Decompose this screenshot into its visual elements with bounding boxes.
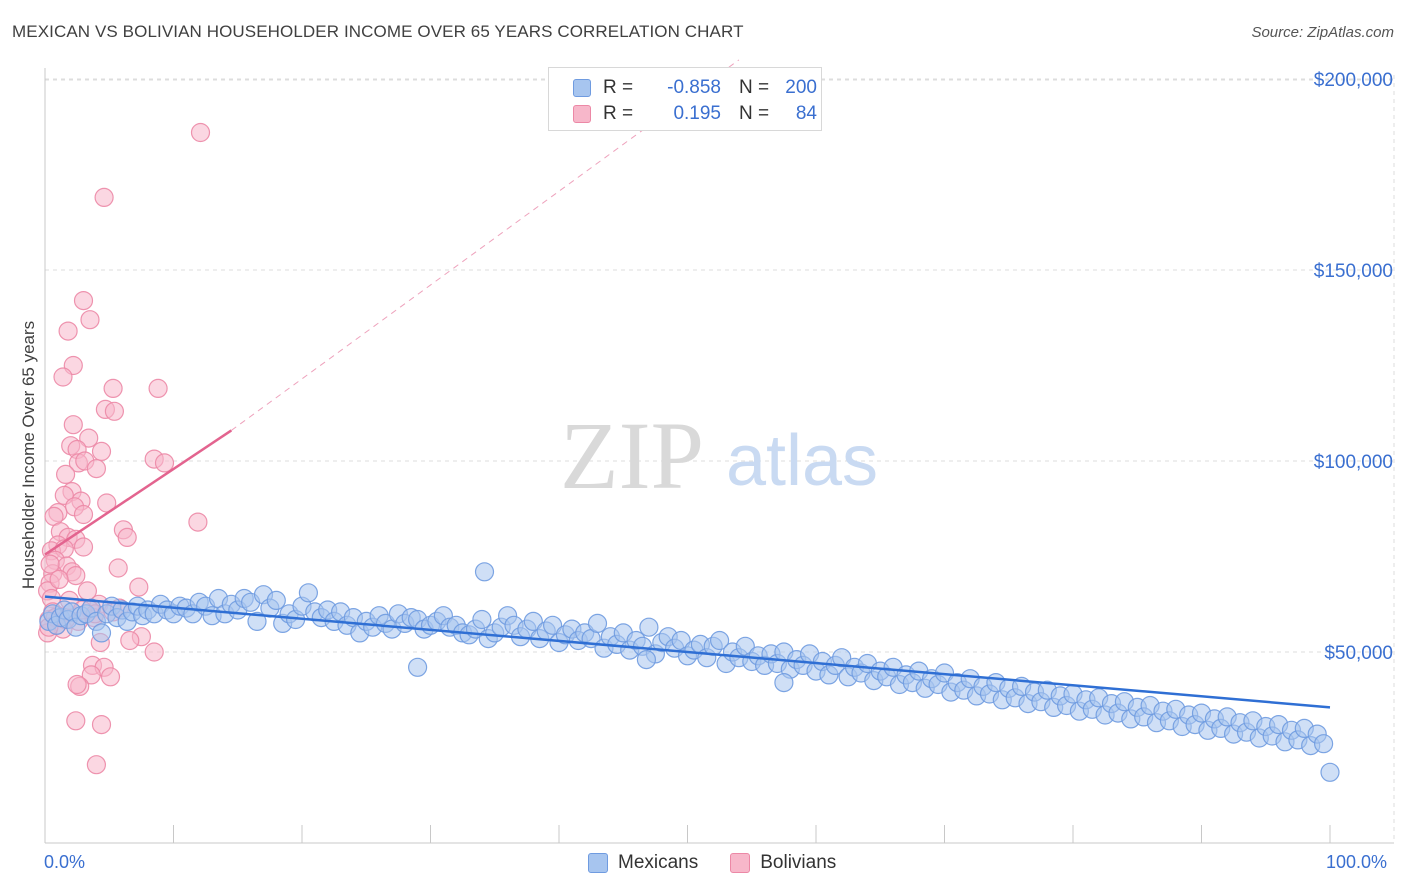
mexicans-point	[636, 649, 657, 670]
bolivians-point	[80, 310, 100, 330]
y-tick-labels: $50,000 $100,000 $150,000 $200,000	[1314, 70, 1393, 664]
bolivians-point	[100, 667, 121, 687]
legend-swatch-bolivians	[573, 105, 591, 123]
mexicans-trend-line	[44, 595, 1331, 709]
bolivians-point	[73, 291, 94, 311]
bolivians-point	[63, 415, 83, 435]
bolivians-point	[58, 321, 78, 341]
y-tick-label: $100,000	[1314, 452, 1393, 473]
bolivians-point	[148, 378, 168, 398]
trend-lines	[44, 59, 1331, 709]
bolivians-point	[129, 577, 149, 597]
legend-n-label: N =	[739, 77, 770, 98]
bolivians-point	[55, 464, 76, 484]
mexicans-point	[474, 562, 495, 582]
series-swatch-mexicans	[588, 853, 608, 873]
mexicans-point	[587, 613, 608, 634]
bolivians-point	[49, 569, 69, 590]
mexicans-point	[247, 611, 267, 632]
bolivians-point	[91, 441, 112, 461]
bolivians-point	[120, 630, 140, 651]
mexicans-point	[709, 630, 730, 651]
bolivians-points	[37, 122, 211, 775]
bolivians-point	[103, 378, 123, 398]
legend-row-bolivians: R = 0.195 N = 84	[573, 102, 817, 126]
bolivians-point	[66, 711, 86, 731]
bolivians-point	[67, 674, 87, 695]
y-tick-label: $150,000	[1314, 261, 1393, 282]
series-legend-mexicans[interactable]: Mexicans	[588, 852, 698, 874]
watermark-zip: ZIP	[560, 402, 704, 509]
mexicans-point	[832, 648, 852, 668]
legend-r-value: 0.195	[673, 103, 721, 124]
legend-n-value: 200	[785, 77, 817, 98]
series-legend: Mexicans Bolivians	[588, 852, 868, 874]
bolivians-point	[53, 367, 73, 387]
bolivians-point	[188, 512, 208, 532]
bolivians-point	[73, 537, 94, 557]
bolivians-point	[104, 401, 125, 421]
legend-n-label: N =	[739, 103, 770, 124]
x-tick-label-max: 100.0%	[1326, 852, 1388, 872]
legend-r-value: -0.858	[667, 77, 721, 98]
legend-swatch-mexicans	[573, 79, 591, 97]
mexicans-points	[39, 562, 1340, 782]
mexicans-point	[542, 615, 563, 635]
legend-r-label: R =	[603, 103, 634, 124]
mexicans-point	[266, 590, 286, 611]
mexicans-point	[639, 617, 659, 637]
bolivians-point	[94, 187, 114, 207]
series-swatch-bolivians	[730, 853, 751, 873]
bolivians-point	[86, 459, 107, 479]
y-axis-label-wrap: Householder Income Over 65 years	[18, 300, 40, 610]
bolivians-trend-line	[44, 429, 233, 556]
watermark-atlas: atlas	[726, 421, 878, 501]
mexicans-point	[472, 609, 492, 630]
bolivians-point	[79, 428, 99, 448]
bolivians-point	[77, 581, 98, 601]
series-label-bolivians: Bolivians	[760, 852, 837, 873]
y-tick-label: $50,000	[1324, 643, 1393, 664]
bolivians-point	[91, 714, 112, 735]
chart-title: MEXICAN VS BOLIVIAN HOUSEHOLDER INCOME O…	[12, 22, 744, 41]
x-tick-label-min: 0.0%	[44, 852, 86, 872]
mexicans-point	[408, 657, 428, 677]
y-tick-label: $200,000	[1314, 70, 1393, 91]
bolivians-point	[81, 665, 101, 685]
legend-r-label: R =	[603, 77, 634, 98]
legend-row-mexicans: R = -0.858 N = 200	[573, 76, 817, 100]
series-legend-bolivians[interactable]: Bolivians	[730, 852, 836, 874]
bolivians-point	[144, 642, 164, 662]
bolivians-point	[66, 565, 86, 586]
y-axis-label: Householder Income Over 65 years	[19, 320, 39, 590]
bolivians-point	[40, 554, 60, 574]
mexicans-point	[774, 672, 794, 693]
series-label-mexicans: Mexicans	[618, 852, 699, 873]
correlation-legend: R = -0.858 N = 200 R = 0.195 N = 84	[548, 67, 822, 131]
bolivians-point	[154, 453, 175, 473]
bolivians-point	[108, 558, 128, 578]
watermark: ZIP atlas	[560, 402, 878, 509]
bolivians-point	[86, 755, 107, 775]
mexicans-point	[298, 583, 318, 603]
axes	[44, 68, 1394, 844]
legend-n-value: 84	[795, 103, 817, 124]
mexicans-point	[1313, 734, 1334, 754]
bolivians-point	[190, 122, 211, 143]
bolivians-trend-extension	[231, 59, 740, 431]
bolivians-point	[117, 527, 137, 548]
mexicans-point	[523, 611, 543, 632]
bolivians-point	[73, 504, 94, 525]
mexicans-point	[1320, 762, 1340, 782]
mexicans-point	[91, 623, 112, 643]
source-label: Source: ZipAtlas.com	[1251, 24, 1394, 41]
